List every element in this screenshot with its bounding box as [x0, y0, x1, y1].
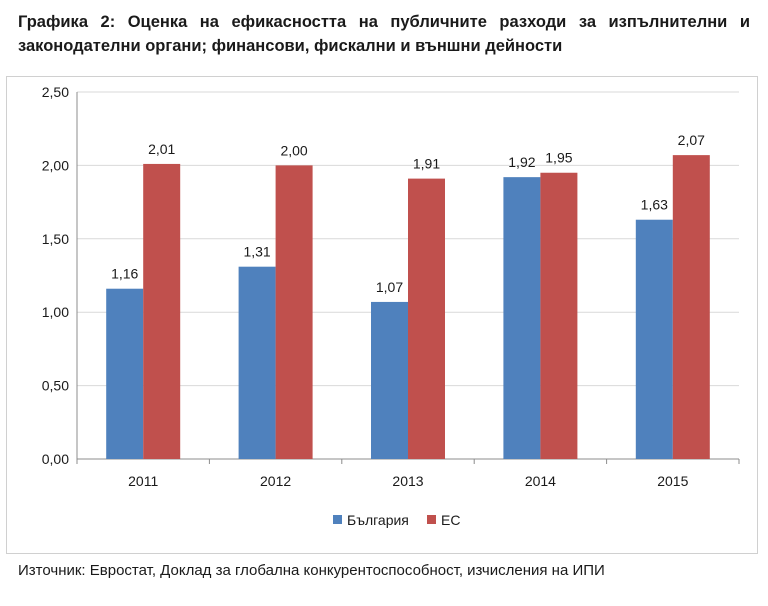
- bar-bulgaria: [106, 288, 144, 459]
- bar-eu: [672, 155, 710, 459]
- data-label: 1,31: [243, 244, 270, 260]
- y-tick-label: 2,00: [42, 157, 69, 173]
- bar-bulgaria: [238, 266, 276, 459]
- data-label: 2,01: [148, 141, 175, 157]
- bar-eu: [408, 178, 445, 459]
- legend-label: България: [347, 512, 409, 528]
- x-tick-label: 2014: [525, 473, 556, 489]
- legend-swatch: [333, 515, 342, 524]
- x-tick-label: 2012: [260, 473, 291, 489]
- y-tick-label: 0,00: [42, 451, 69, 467]
- bar-bulgaria: [635, 219, 673, 459]
- x-tick-label: 2015: [657, 473, 688, 489]
- data-label: 1,63: [641, 197, 668, 213]
- bar-eu: [143, 163, 181, 459]
- y-tick-label: 2,50: [42, 84, 69, 100]
- y-tick-label: 0,50: [42, 378, 69, 394]
- data-label: 2,07: [678, 132, 705, 148]
- y-tick-label: 1,00: [42, 304, 69, 320]
- y-tick-label: 1,50: [42, 231, 69, 247]
- bar-eu: [540, 172, 578, 459]
- bar-eu: [275, 165, 313, 459]
- data-label: 1,16: [111, 266, 138, 282]
- x-tick-label: 2011: [128, 473, 158, 489]
- legend-label: ЕС: [441, 512, 460, 528]
- data-label: 1,07: [376, 279, 403, 295]
- bar-bulgaria: [371, 301, 408, 459]
- x-tick-label: 2013: [392, 473, 423, 489]
- bar-bulgaria: [503, 177, 541, 460]
- data-label: 2,00: [280, 142, 307, 158]
- chart-area: 0,00 0,50 1,00 1,50 2,00 2,50 1,16 2,01 2011 1,31…: [6, 76, 758, 554]
- chart-title: Графика 2: Оценка на ефикасността на пуб…: [18, 13, 750, 55]
- data-label: 1,92: [508, 154, 535, 170]
- legend-swatch: [427, 515, 436, 524]
- data-label: 1,95: [545, 150, 572, 166]
- data-label: 1,91: [413, 156, 440, 172]
- bar-chart: 0,00 0,50 1,00 1,50 2,00 2,50 1,16 2,01 2011 1,31…: [42, 84, 740, 528]
- source-note: Източник: Евростат, Доклад за глобална к…: [18, 562, 605, 579]
